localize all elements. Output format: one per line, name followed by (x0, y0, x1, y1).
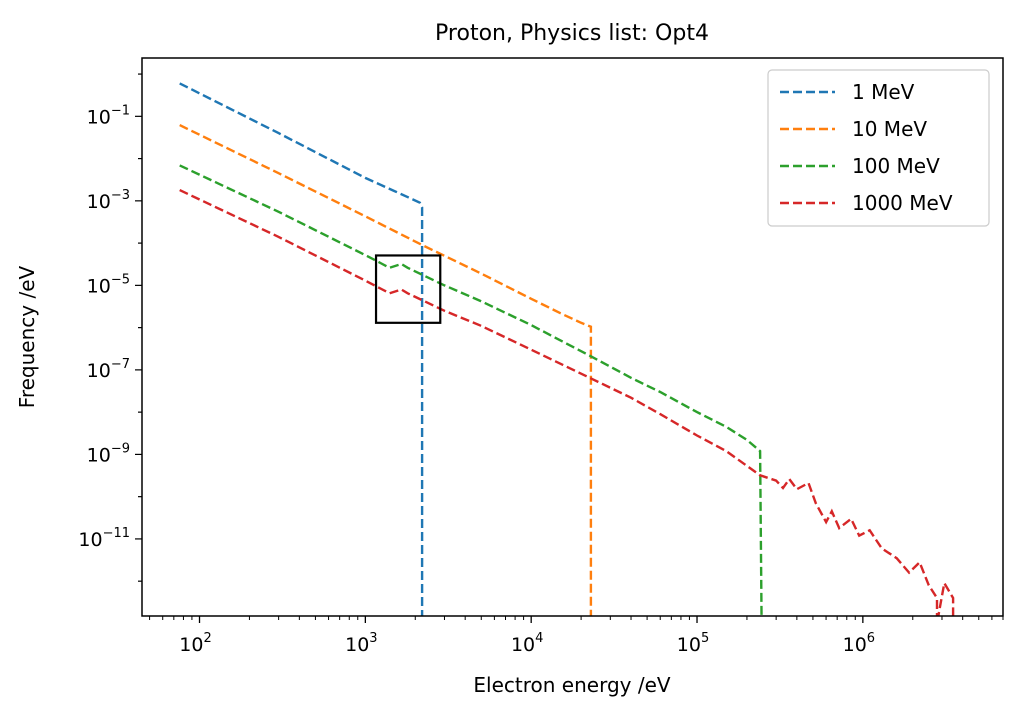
y-tick-label: 10−1 (87, 103, 130, 128)
legend-label: 1000 MeV (852, 191, 953, 215)
legend-label: 100 MeV (852, 154, 940, 178)
legend-label: 10 MeV (852, 117, 927, 141)
x-axis: 102 103 104 105 106 (149, 616, 1004, 656)
series-line-3 (179, 189, 955, 616)
legend: 1 MeV 10 MeV 100 MeV 1000 MeV (767, 69, 990, 227)
y-axis: 10−1 10−3 10−5 10−7 10−9 10−11 (78, 73, 142, 582)
y-tick-label: 10−3 (87, 188, 130, 213)
y-tick-label: 10−11 (78, 526, 130, 551)
x-axis-label: Electron energy /eV (473, 673, 670, 697)
x-tick-label: 103 (345, 631, 377, 656)
legend-box (767, 69, 990, 227)
y-tick-label: 10−5 (87, 272, 130, 297)
series-line-0 (179, 82, 424, 616)
x-tick-label: 102 (179, 631, 211, 656)
zoom-box-annotation (374, 254, 442, 324)
y-tick-label: 10−7 (87, 357, 130, 382)
x-tick-label: 104 (511, 631, 543, 656)
y-tick-label: 10−9 (87, 441, 130, 466)
legend-label: 1 MeV (852, 80, 915, 104)
axes-frame (141, 57, 1004, 617)
chart-title: Proton, Physics list: Opt4 (435, 21, 709, 46)
series-line-2 (179, 164, 763, 616)
x-tick-label: 105 (677, 631, 709, 656)
series-line-1 (179, 124, 593, 616)
x-tick-label: 106 (843, 631, 875, 656)
y-axis-label: Frequency /eV (15, 265, 39, 408)
plot-area (179, 82, 955, 616)
